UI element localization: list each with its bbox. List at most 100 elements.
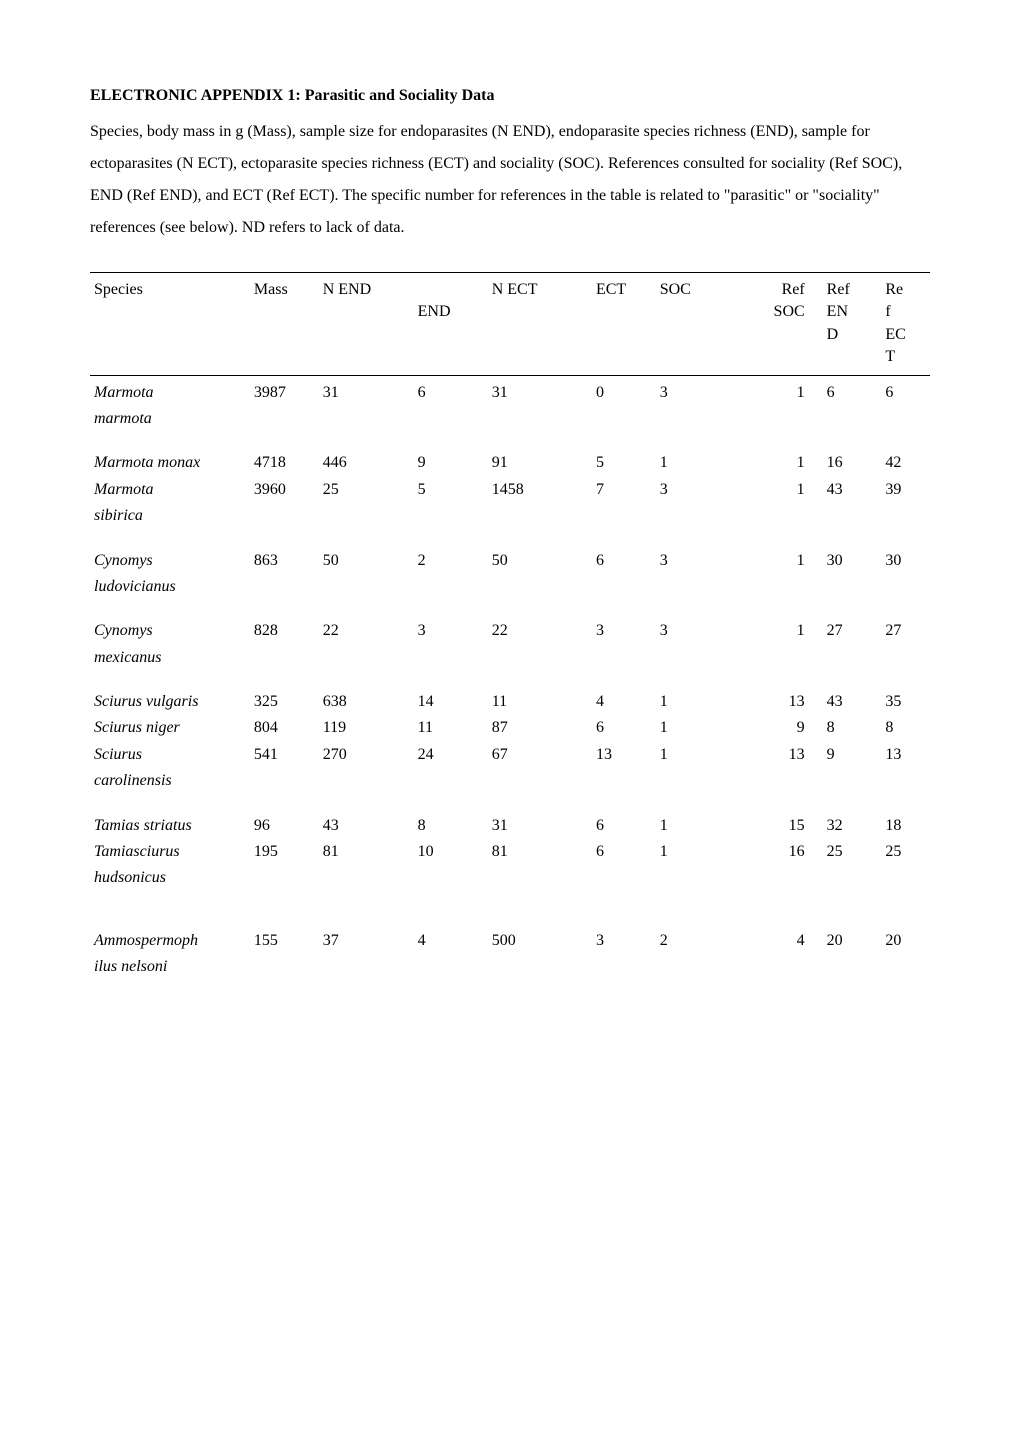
- cell-refect: 6: [881, 375, 930, 406]
- cell-end: 4: [398, 928, 488, 954]
- table-row-species-cont: mexicanus: [90, 645, 930, 671]
- cell-empty: [250, 954, 319, 980]
- cell-soc: 3: [656, 477, 735, 503]
- cell-mass: 863: [250, 548, 319, 574]
- col-refend-line3: D: [827, 326, 839, 343]
- cell-empty: [823, 503, 882, 529]
- cell-ect: 0: [592, 375, 656, 406]
- col-mass: Mass: [250, 273, 319, 376]
- col-species: Species: [90, 273, 250, 376]
- cell-nect: 31: [488, 813, 592, 839]
- cell-ect: 3: [592, 928, 656, 954]
- row-spacer: [90, 530, 930, 548]
- cell-empty: [488, 865, 592, 891]
- cell-nend: 43: [319, 813, 398, 839]
- cell-nect: 91: [488, 450, 592, 476]
- cell-end: 14: [398, 689, 488, 715]
- cell-species_top: Tamiasciurus: [90, 839, 250, 865]
- cell-empty: [319, 645, 398, 671]
- cell-refend: 9: [823, 742, 882, 768]
- col-refect-line4: T: [885, 348, 895, 365]
- table-row-species-cont: marmota: [90, 406, 930, 432]
- cell-refsoc: 13: [735, 742, 823, 768]
- cell-ect: 5: [592, 450, 656, 476]
- cell-empty: [250, 768, 319, 794]
- cell-refect: 25: [881, 839, 930, 865]
- cell-species_top: Cynomys: [90, 618, 250, 644]
- table-row: Marmota39873163103166: [90, 375, 930, 406]
- spacer-cell: [90, 600, 930, 618]
- cell-ect: 13: [592, 742, 656, 768]
- col-refect-line3: EC: [885, 326, 905, 343]
- cell-refect: 30: [881, 548, 930, 574]
- cell-end: 9: [398, 450, 488, 476]
- cell-empty: [735, 645, 823, 671]
- cell-empty: [319, 574, 398, 600]
- cell-empty: [488, 406, 592, 432]
- cell-nend: 446: [319, 450, 398, 476]
- cell-mass: 541: [250, 742, 319, 768]
- col-ect: ECT: [592, 273, 656, 376]
- cell-empty: [881, 503, 930, 529]
- cell-nect: 31: [488, 375, 592, 406]
- spacer-cell: [90, 432, 930, 450]
- cell-empty: [319, 503, 398, 529]
- cell-empty: [319, 954, 398, 980]
- cell-ect: 3: [592, 618, 656, 644]
- cell-soc: 1: [656, 813, 735, 839]
- cell-empty: [592, 865, 656, 891]
- cell-empty: [592, 503, 656, 529]
- cell-mass: 804: [250, 715, 319, 741]
- cell-empty: [881, 645, 930, 671]
- cell-ect: 6: [592, 813, 656, 839]
- cell-soc: 1: [656, 839, 735, 865]
- cell-empty: [823, 768, 882, 794]
- cell-mass: 4718: [250, 450, 319, 476]
- cell-species_top: Sciurus vulgaris: [90, 689, 250, 715]
- table-row: Sciurus vulgaris325638141141134335: [90, 689, 930, 715]
- cell-mass: 195: [250, 839, 319, 865]
- table-row-species-cont: ludovicianus: [90, 574, 930, 600]
- cell-soc: 1: [656, 715, 735, 741]
- cell-empty: [398, 768, 488, 794]
- cell-nect: 11: [488, 689, 592, 715]
- cell-nend: 25: [319, 477, 398, 503]
- cell-ect: 6: [592, 715, 656, 741]
- cell-refect: 35: [881, 689, 930, 715]
- cell-empty: [398, 574, 488, 600]
- cell-empty: [823, 865, 882, 891]
- cell-refsoc: 1: [735, 477, 823, 503]
- cell-end: 5: [398, 477, 488, 503]
- cell-nend: 31: [319, 375, 398, 406]
- cell-empty: [735, 954, 823, 980]
- cell-species-bottom: sibirica: [90, 503, 250, 529]
- cell-nend: 22: [319, 618, 398, 644]
- cell-empty: [735, 406, 823, 432]
- cell-nect: 50: [488, 548, 592, 574]
- cell-empty: [656, 645, 735, 671]
- cell-nect: 87: [488, 715, 592, 741]
- cell-species-bottom: mexicanus: [90, 645, 250, 671]
- cell-mass: 325: [250, 689, 319, 715]
- cell-refect: 18: [881, 813, 930, 839]
- cell-empty: [592, 406, 656, 432]
- cell-soc: 1: [656, 742, 735, 768]
- cell-nend: 81: [319, 839, 398, 865]
- cell-empty: [250, 574, 319, 600]
- cell-refend: 43: [823, 689, 882, 715]
- cell-end: 8: [398, 813, 488, 839]
- cell-refsoc: 1: [735, 618, 823, 644]
- cell-empty: [592, 574, 656, 600]
- cell-empty: [488, 645, 592, 671]
- cell-refend: 27: [823, 618, 882, 644]
- cell-empty: [488, 768, 592, 794]
- cell-soc: 1: [656, 689, 735, 715]
- cell-refsoc: 13: [735, 689, 823, 715]
- table-row: Cynomys828223223312727: [90, 618, 930, 644]
- cell-nend: 37: [319, 928, 398, 954]
- cell-end: 11: [398, 715, 488, 741]
- cell-refect: 39: [881, 477, 930, 503]
- col-refsoc-line1: Ref: [782, 281, 805, 298]
- cell-species-bottom: carolinensis: [90, 768, 250, 794]
- cell-refend: 32: [823, 813, 882, 839]
